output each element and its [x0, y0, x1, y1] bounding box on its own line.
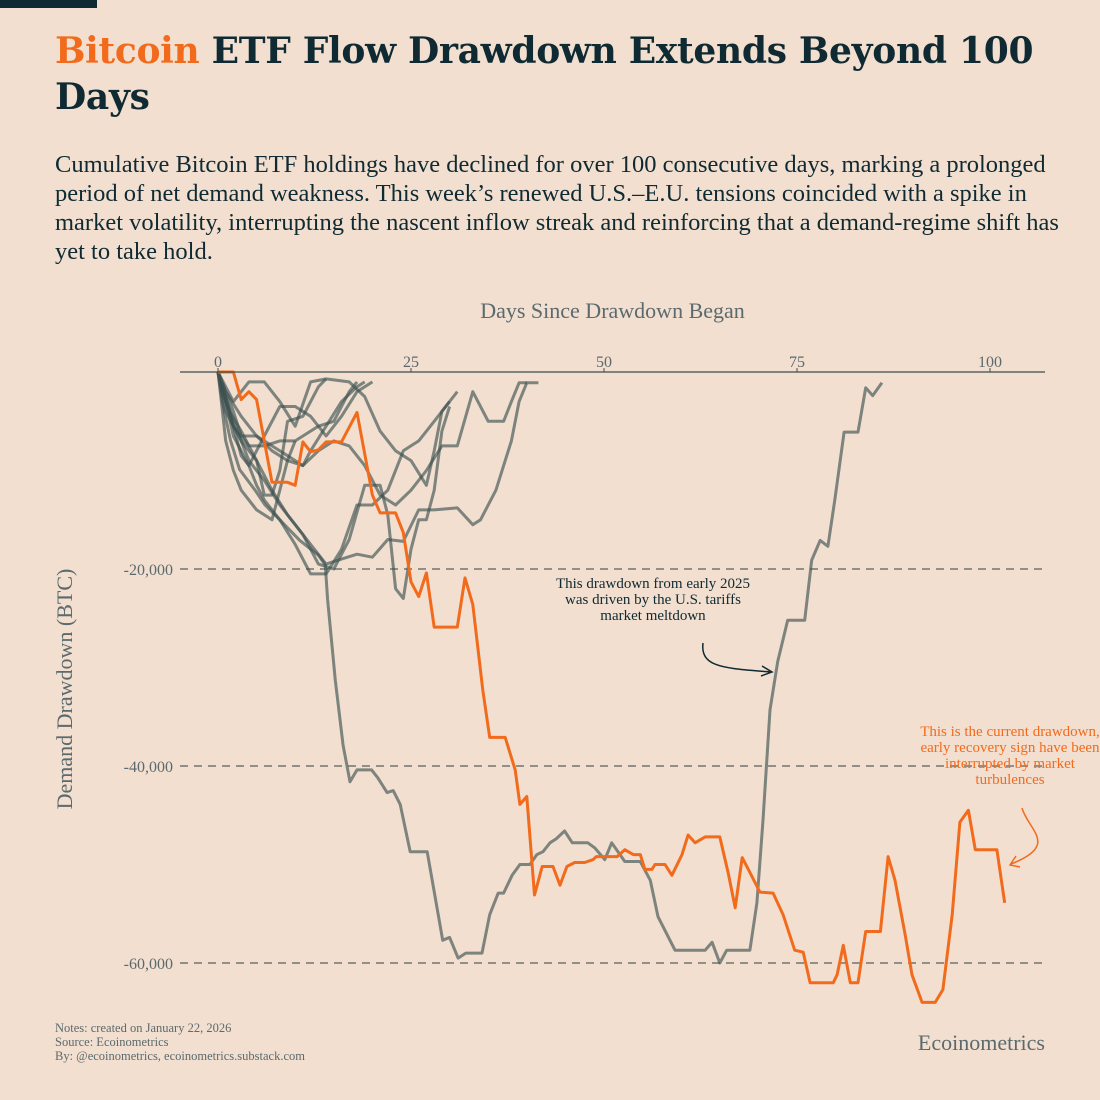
- subtitle: Cumulative Bitcoin ETF holdings have dec…: [55, 151, 1059, 265]
- x-axis-label: Days Since Drawdown Began: [480, 298, 745, 323]
- annotation-arrow-past-head: [760, 665, 774, 677]
- annotation-arrow-past: [702, 642, 771, 673]
- annotation-arrow-current-head: [1008, 855, 1021, 868]
- x-tick-label: 100: [978, 354, 1002, 371]
- title-rest: ETF Flow Drawdown Extends Beyond 100 Day…: [55, 30, 1034, 118]
- x-tick-label: 25: [403, 354, 419, 371]
- x-tick-label: 50: [596, 354, 612, 371]
- notes-line: Notes: created on January 22, 2026: [55, 1021, 232, 1035]
- annotation-past-drawdown: This drawdown from early 2025 was driven…: [555, 576, 751, 624]
- page-title: Bitcoin ETF Flow Drawdown Extends Beyond…: [55, 28, 1055, 120]
- y-tick-label: -20,000: [124, 562, 173, 579]
- past-drawdown-line: [216, 371, 297, 522]
- x-tick-label: 75: [789, 354, 805, 371]
- past-drawdown-line: [216, 371, 451, 487]
- annotation-current-drawdown: This is the current drawdown, early reco…: [920, 724, 1100, 788]
- y-tick-label: -40,000: [124, 759, 173, 776]
- past-drawdown-line: [216, 371, 884, 965]
- past-drawdown-line: [216, 371, 459, 576]
- footer-notes: Notes: created on January 22, 2026 Sourc…: [55, 1021, 305, 1063]
- source-line: Source: Ecoinometrics: [55, 1035, 169, 1049]
- x-tick-label: 0: [214, 354, 222, 371]
- brand-accent-bar: [0, 0, 97, 8]
- past-drawdown-line: [216, 371, 452, 600]
- past-drawdown-line: [216, 371, 539, 566]
- byline: By: @ecoinometrics, ecoinometrics.substa…: [55, 1049, 305, 1063]
- y-tick-label: -60,000: [124, 956, 173, 973]
- brand-name: Ecoinometrics: [917, 1030, 1045, 1055]
- current-drawdown-line: [218, 370, 1007, 1004]
- past-drawdown-line: [216, 371, 527, 507]
- title-highlight: Bitcoin: [55, 30, 200, 72]
- annotation-arrow-current: [1010, 807, 1039, 865]
- past-drawdown-line: [216, 371, 359, 448]
